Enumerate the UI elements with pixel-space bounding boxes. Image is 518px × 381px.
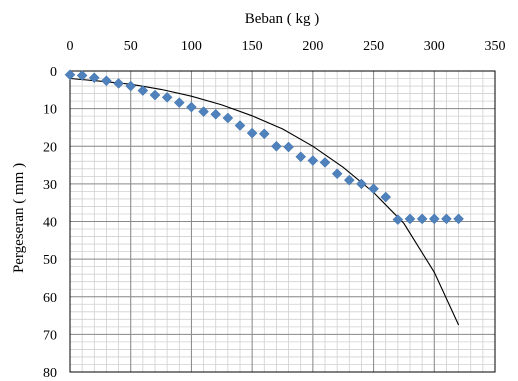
x-tick-label: 250 — [363, 39, 384, 54]
x-tick-label: 150 — [242, 39, 263, 54]
data-point — [113, 78, 124, 89]
data-point — [149, 89, 161, 101]
plot-frame — [69, 70, 496, 373]
data-point — [356, 178, 367, 190]
data-point — [283, 141, 294, 153]
data-point — [173, 97, 185, 108]
x-tick-label: 100 — [181, 39, 202, 54]
data-point — [392, 214, 404, 225]
data-point — [88, 72, 100, 84]
y-tick-label: 40 — [43, 216, 57, 231]
data-point — [331, 168, 343, 180]
data-point — [416, 213, 428, 225]
data-point — [343, 174, 355, 186]
data-point — [161, 91, 173, 103]
y-tick-label: 30 — [43, 178, 57, 193]
y-tick-labels: 0 10 20 30 40 50 60 70 80 — [43, 65, 57, 381]
data-point — [210, 108, 222, 120]
points-layer — [64, 69, 464, 225]
data-point — [404, 213, 416, 225]
data-point — [368, 183, 379, 195]
data-point — [222, 112, 234, 124]
data-point — [198, 106, 209, 117]
x-tick-label: 300 — [424, 39, 445, 54]
data-point — [125, 80, 137, 92]
data-point — [453, 213, 464, 225]
x-tick-label: 0 — [67, 39, 74, 54]
data-point — [258, 128, 270, 140]
data-point — [246, 127, 258, 139]
y-tick-label: 50 — [43, 253, 57, 268]
x-tick-labels: 0 50 100 150 200 250 300 350 — [67, 39, 506, 54]
x-tick-label: 200 — [302, 39, 323, 54]
y-tick-label: 20 — [43, 140, 57, 155]
data-point — [319, 157, 331, 168]
y-tick-label: 60 — [43, 291, 57, 306]
data-point — [441, 213, 452, 225]
data-point — [101, 75, 112, 87]
data-point — [76, 70, 88, 81]
x-axis-title: Beban ( kg ) — [245, 11, 320, 27]
x-tick-label: 50 — [124, 39, 138, 54]
data-point — [137, 85, 149, 96]
data-point — [307, 155, 319, 166]
data-point — [428, 213, 440, 225]
data-point — [295, 151, 307, 163]
data-point — [186, 101, 197, 113]
y-axis-title: Pergeseran ( mm ) — [11, 163, 27, 273]
y-tick-label: 10 — [43, 103, 57, 118]
data-point — [380, 191, 392, 203]
data-point — [64, 69, 76, 81]
x-tick-label: 350 — [485, 39, 506, 54]
data-point — [271, 140, 282, 152]
y-tick-label: 0 — [50, 65, 57, 80]
data-point — [234, 120, 246, 131]
y-tick-label: 70 — [43, 328, 57, 343]
y-tick-label: 80 — [43, 366, 57, 381]
